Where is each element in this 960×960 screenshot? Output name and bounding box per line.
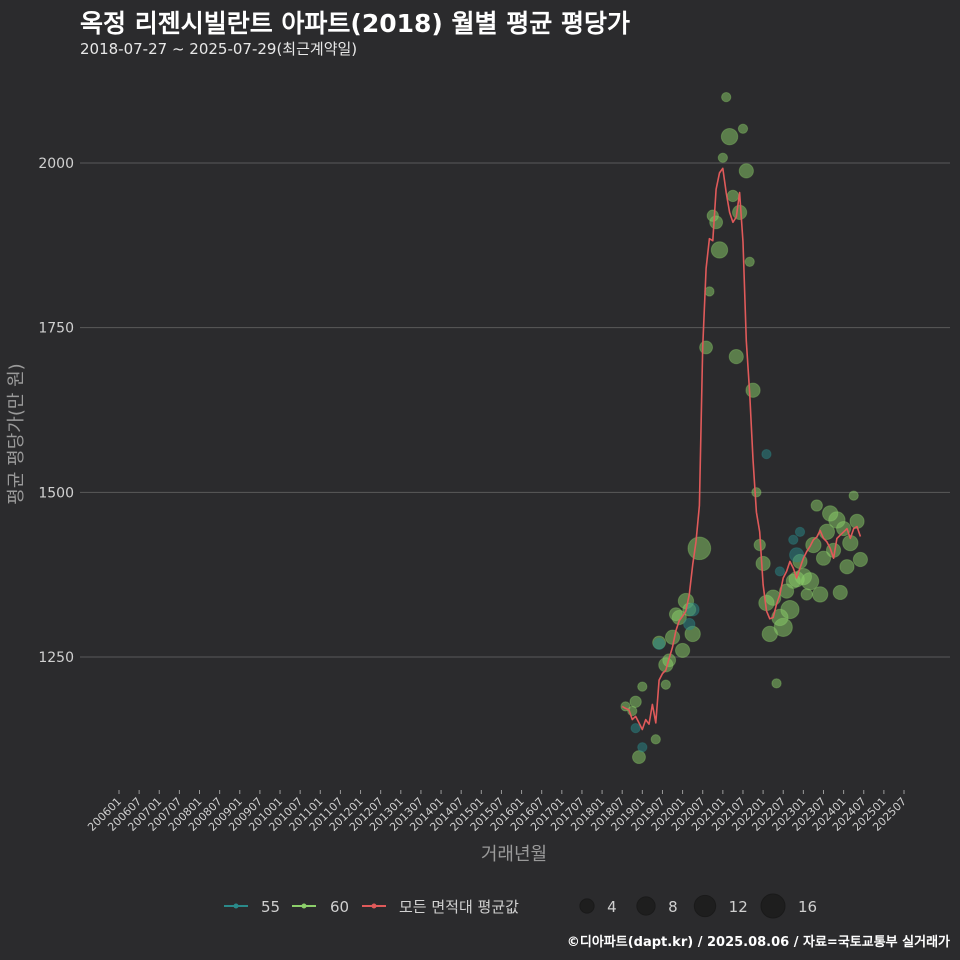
legend-size-label: 4	[607, 898, 617, 916]
point-60	[709, 215, 724, 230]
point-60	[664, 629, 681, 645]
point-55	[789, 547, 805, 563]
point-60	[737, 123, 749, 134]
legend-label: 모든 면적대 평균값	[399, 898, 519, 916]
point-60	[815, 550, 832, 566]
legend-label: 60	[330, 898, 349, 916]
point-55	[683, 617, 696, 631]
point-60	[842, 534, 859, 552]
point-60	[811, 586, 829, 603]
point-60	[832, 584, 848, 601]
point-60	[800, 572, 820, 591]
legend-size-circle	[760, 893, 786, 919]
legend-size-circle	[636, 896, 656, 916]
legend-size-circle	[693, 894, 717, 918]
y-tick-label: 1250	[38, 650, 74, 666]
point-60	[745, 382, 761, 398]
point-60	[699, 340, 714, 355]
point-60	[637, 681, 648, 692]
legend-size-circle	[579, 898, 595, 914]
point-60	[721, 91, 732, 103]
legend-size-label: 16	[798, 898, 817, 916]
legend-swatch-dot	[301, 903, 307, 909]
legend-label: 55	[261, 898, 280, 916]
point-55	[630, 722, 641, 734]
point-55	[637, 742, 648, 753]
point-55	[788, 534, 799, 545]
point-60	[671, 609, 687, 626]
legend-swatch-dot	[371, 903, 377, 909]
y-tick-label: 1750	[38, 321, 74, 337]
point-60	[839, 559, 855, 575]
point-55	[652, 637, 666, 650]
scatter-points	[620, 91, 868, 765]
y-tick-labels: 1250 1500 1750 2000	[38, 156, 74, 666]
legend-swatch-dot	[233, 903, 239, 909]
y-axis-label: 평균 평당가(만 원)	[6, 363, 27, 504]
point-55	[685, 602, 700, 617]
point-60	[805, 536, 822, 554]
point-55	[774, 566, 786, 577]
x-axis-label: 거래년월	[481, 844, 547, 865]
point-60	[848, 490, 859, 501]
legend-size-label: 12	[729, 898, 748, 916]
point-60	[732, 204, 748, 220]
point-60	[800, 588, 813, 601]
point-55	[761, 448, 772, 460]
point-60	[780, 599, 800, 620]
legend-size-label: 8	[668, 898, 678, 916]
point-60	[755, 555, 771, 572]
grid-layer	[80, 162, 950, 658]
point-60	[629, 695, 642, 708]
point-60	[773, 617, 793, 637]
point-60	[852, 551, 868, 568]
point-60	[738, 163, 754, 179]
footer-credit: ©디아파트(dapt.kr) / 2025.08.06 / 자료=국토교통부 실…	[566, 935, 950, 950]
point-60	[720, 127, 739, 146]
point-55	[794, 526, 806, 538]
y-tick-label: 2000	[38, 156, 74, 172]
point-60	[632, 750, 646, 765]
average-line	[621, 167, 862, 731]
average-line-layer	[621, 167, 862, 731]
point-60	[810, 499, 823, 512]
point-60	[660, 679, 671, 690]
point-60	[710, 241, 729, 259]
chart-subtitle: 2018-07-27 ~ 2025-07-29(최근계약일)	[80, 40, 358, 58]
legend: 55 60 모든 면적대 평균값 4 8 12 16	[224, 893, 817, 919]
point-60	[717, 152, 728, 163]
point-60	[744, 256, 755, 267]
point-60	[674, 642, 691, 659]
point-60	[836, 520, 852, 537]
x-tick-labels: 2006012006072007012007072008012008072009…	[85, 790, 909, 834]
point-60	[704, 286, 715, 297]
point-60	[687, 536, 712, 561]
point-60	[771, 678, 782, 689]
point-60	[726, 189, 740, 203]
point-60	[650, 734, 661, 745]
y-tick-label: 1500	[38, 485, 74, 501]
point-60	[728, 349, 744, 365]
point-60	[751, 487, 762, 498]
chart-title: 옥정 리젠시빌란트 아파트(2018) 월별 평균 평당가	[80, 9, 630, 38]
